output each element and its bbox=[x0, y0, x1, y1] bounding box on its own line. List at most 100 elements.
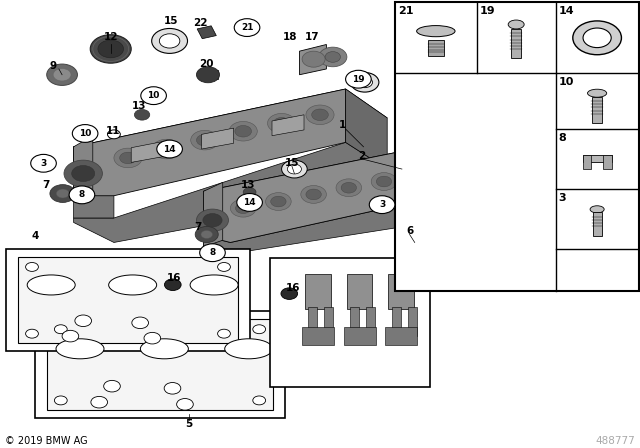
Bar bbox=[592, 97, 602, 124]
Text: 488777: 488777 bbox=[595, 436, 635, 446]
Text: 11: 11 bbox=[106, 126, 120, 136]
Text: 16: 16 bbox=[167, 273, 181, 283]
Bar bbox=[583, 155, 591, 169]
Circle shape bbox=[54, 396, 67, 405]
Circle shape bbox=[230, 199, 256, 217]
Bar bbox=[604, 155, 612, 169]
Ellipse shape bbox=[140, 339, 188, 359]
Circle shape bbox=[236, 203, 251, 214]
Text: 3: 3 bbox=[379, 200, 385, 209]
Circle shape bbox=[196, 67, 220, 83]
Circle shape bbox=[152, 29, 188, 53]
Text: 21: 21 bbox=[241, 23, 253, 32]
Circle shape bbox=[218, 263, 230, 271]
Text: 19: 19 bbox=[480, 6, 495, 16]
Polygon shape bbox=[385, 327, 417, 345]
Bar bbox=[18, 257, 238, 344]
Bar bbox=[428, 40, 444, 56]
Circle shape bbox=[346, 70, 371, 88]
Circle shape bbox=[64, 160, 102, 187]
Text: 16: 16 bbox=[286, 283, 300, 293]
Polygon shape bbox=[305, 274, 331, 309]
Circle shape bbox=[26, 329, 38, 338]
Polygon shape bbox=[202, 128, 234, 149]
Text: 10: 10 bbox=[147, 91, 160, 100]
Text: 13: 13 bbox=[132, 101, 147, 111]
Circle shape bbox=[266, 193, 291, 211]
Bar bbox=[593, 212, 602, 236]
Bar bbox=[6, 249, 250, 352]
Text: 9: 9 bbox=[49, 61, 57, 71]
Polygon shape bbox=[202, 70, 218, 79]
Circle shape bbox=[141, 87, 166, 104]
Circle shape bbox=[108, 130, 120, 139]
Polygon shape bbox=[74, 142, 387, 242]
Circle shape bbox=[50, 185, 76, 202]
Circle shape bbox=[31, 155, 56, 172]
Ellipse shape bbox=[56, 339, 104, 359]
Circle shape bbox=[376, 176, 392, 187]
Circle shape bbox=[243, 188, 256, 197]
Text: 14: 14 bbox=[559, 6, 574, 16]
Polygon shape bbox=[204, 205, 432, 258]
Circle shape bbox=[152, 139, 180, 159]
Polygon shape bbox=[302, 327, 334, 345]
Circle shape bbox=[144, 332, 161, 344]
Circle shape bbox=[72, 165, 95, 181]
Text: 2: 2 bbox=[358, 151, 365, 161]
Text: 3: 3 bbox=[40, 159, 47, 168]
Text: 5: 5 bbox=[185, 418, 193, 429]
Text: 8: 8 bbox=[79, 190, 85, 199]
Circle shape bbox=[253, 396, 266, 405]
Circle shape bbox=[229, 121, 257, 141]
Circle shape bbox=[120, 152, 136, 164]
Text: 21: 21 bbox=[398, 6, 413, 16]
Circle shape bbox=[271, 196, 286, 207]
Circle shape bbox=[132, 317, 148, 328]
Circle shape bbox=[235, 125, 252, 137]
Circle shape bbox=[301, 185, 326, 203]
Polygon shape bbox=[300, 44, 326, 75]
Circle shape bbox=[159, 34, 180, 48]
Bar bbox=[583, 155, 612, 162]
Circle shape bbox=[191, 130, 219, 150]
Text: 7: 7 bbox=[195, 222, 202, 232]
Circle shape bbox=[302, 51, 325, 67]
Circle shape bbox=[237, 194, 262, 211]
Text: 10: 10 bbox=[79, 129, 92, 138]
Ellipse shape bbox=[590, 206, 604, 213]
Circle shape bbox=[56, 189, 69, 198]
Ellipse shape bbox=[109, 275, 157, 295]
Bar bbox=[511, 29, 521, 58]
Ellipse shape bbox=[190, 275, 238, 295]
Polygon shape bbox=[204, 151, 432, 218]
Polygon shape bbox=[324, 307, 333, 336]
Text: 8: 8 bbox=[209, 248, 216, 257]
Polygon shape bbox=[204, 151, 402, 242]
Text: 8: 8 bbox=[559, 133, 566, 142]
Text: 20: 20 bbox=[199, 59, 213, 69]
Circle shape bbox=[72, 125, 98, 142]
Circle shape bbox=[312, 109, 328, 121]
Text: 13: 13 bbox=[241, 180, 255, 190]
Polygon shape bbox=[272, 115, 304, 136]
Ellipse shape bbox=[588, 89, 607, 97]
Circle shape bbox=[91, 396, 108, 408]
Circle shape bbox=[53, 69, 71, 81]
Bar bbox=[270, 258, 430, 387]
Circle shape bbox=[114, 148, 142, 168]
Circle shape bbox=[47, 64, 77, 86]
Polygon shape bbox=[344, 327, 376, 345]
Circle shape bbox=[234, 19, 260, 36]
Text: 1: 1 bbox=[339, 120, 346, 129]
Circle shape bbox=[104, 380, 120, 392]
Text: 12: 12 bbox=[104, 32, 118, 42]
Polygon shape bbox=[131, 142, 163, 162]
Text: 18: 18 bbox=[283, 32, 297, 42]
Circle shape bbox=[62, 330, 79, 342]
Text: 15: 15 bbox=[164, 17, 178, 26]
Circle shape bbox=[306, 189, 321, 200]
Text: 3: 3 bbox=[559, 193, 566, 202]
Circle shape bbox=[273, 117, 290, 129]
Circle shape bbox=[281, 288, 298, 299]
